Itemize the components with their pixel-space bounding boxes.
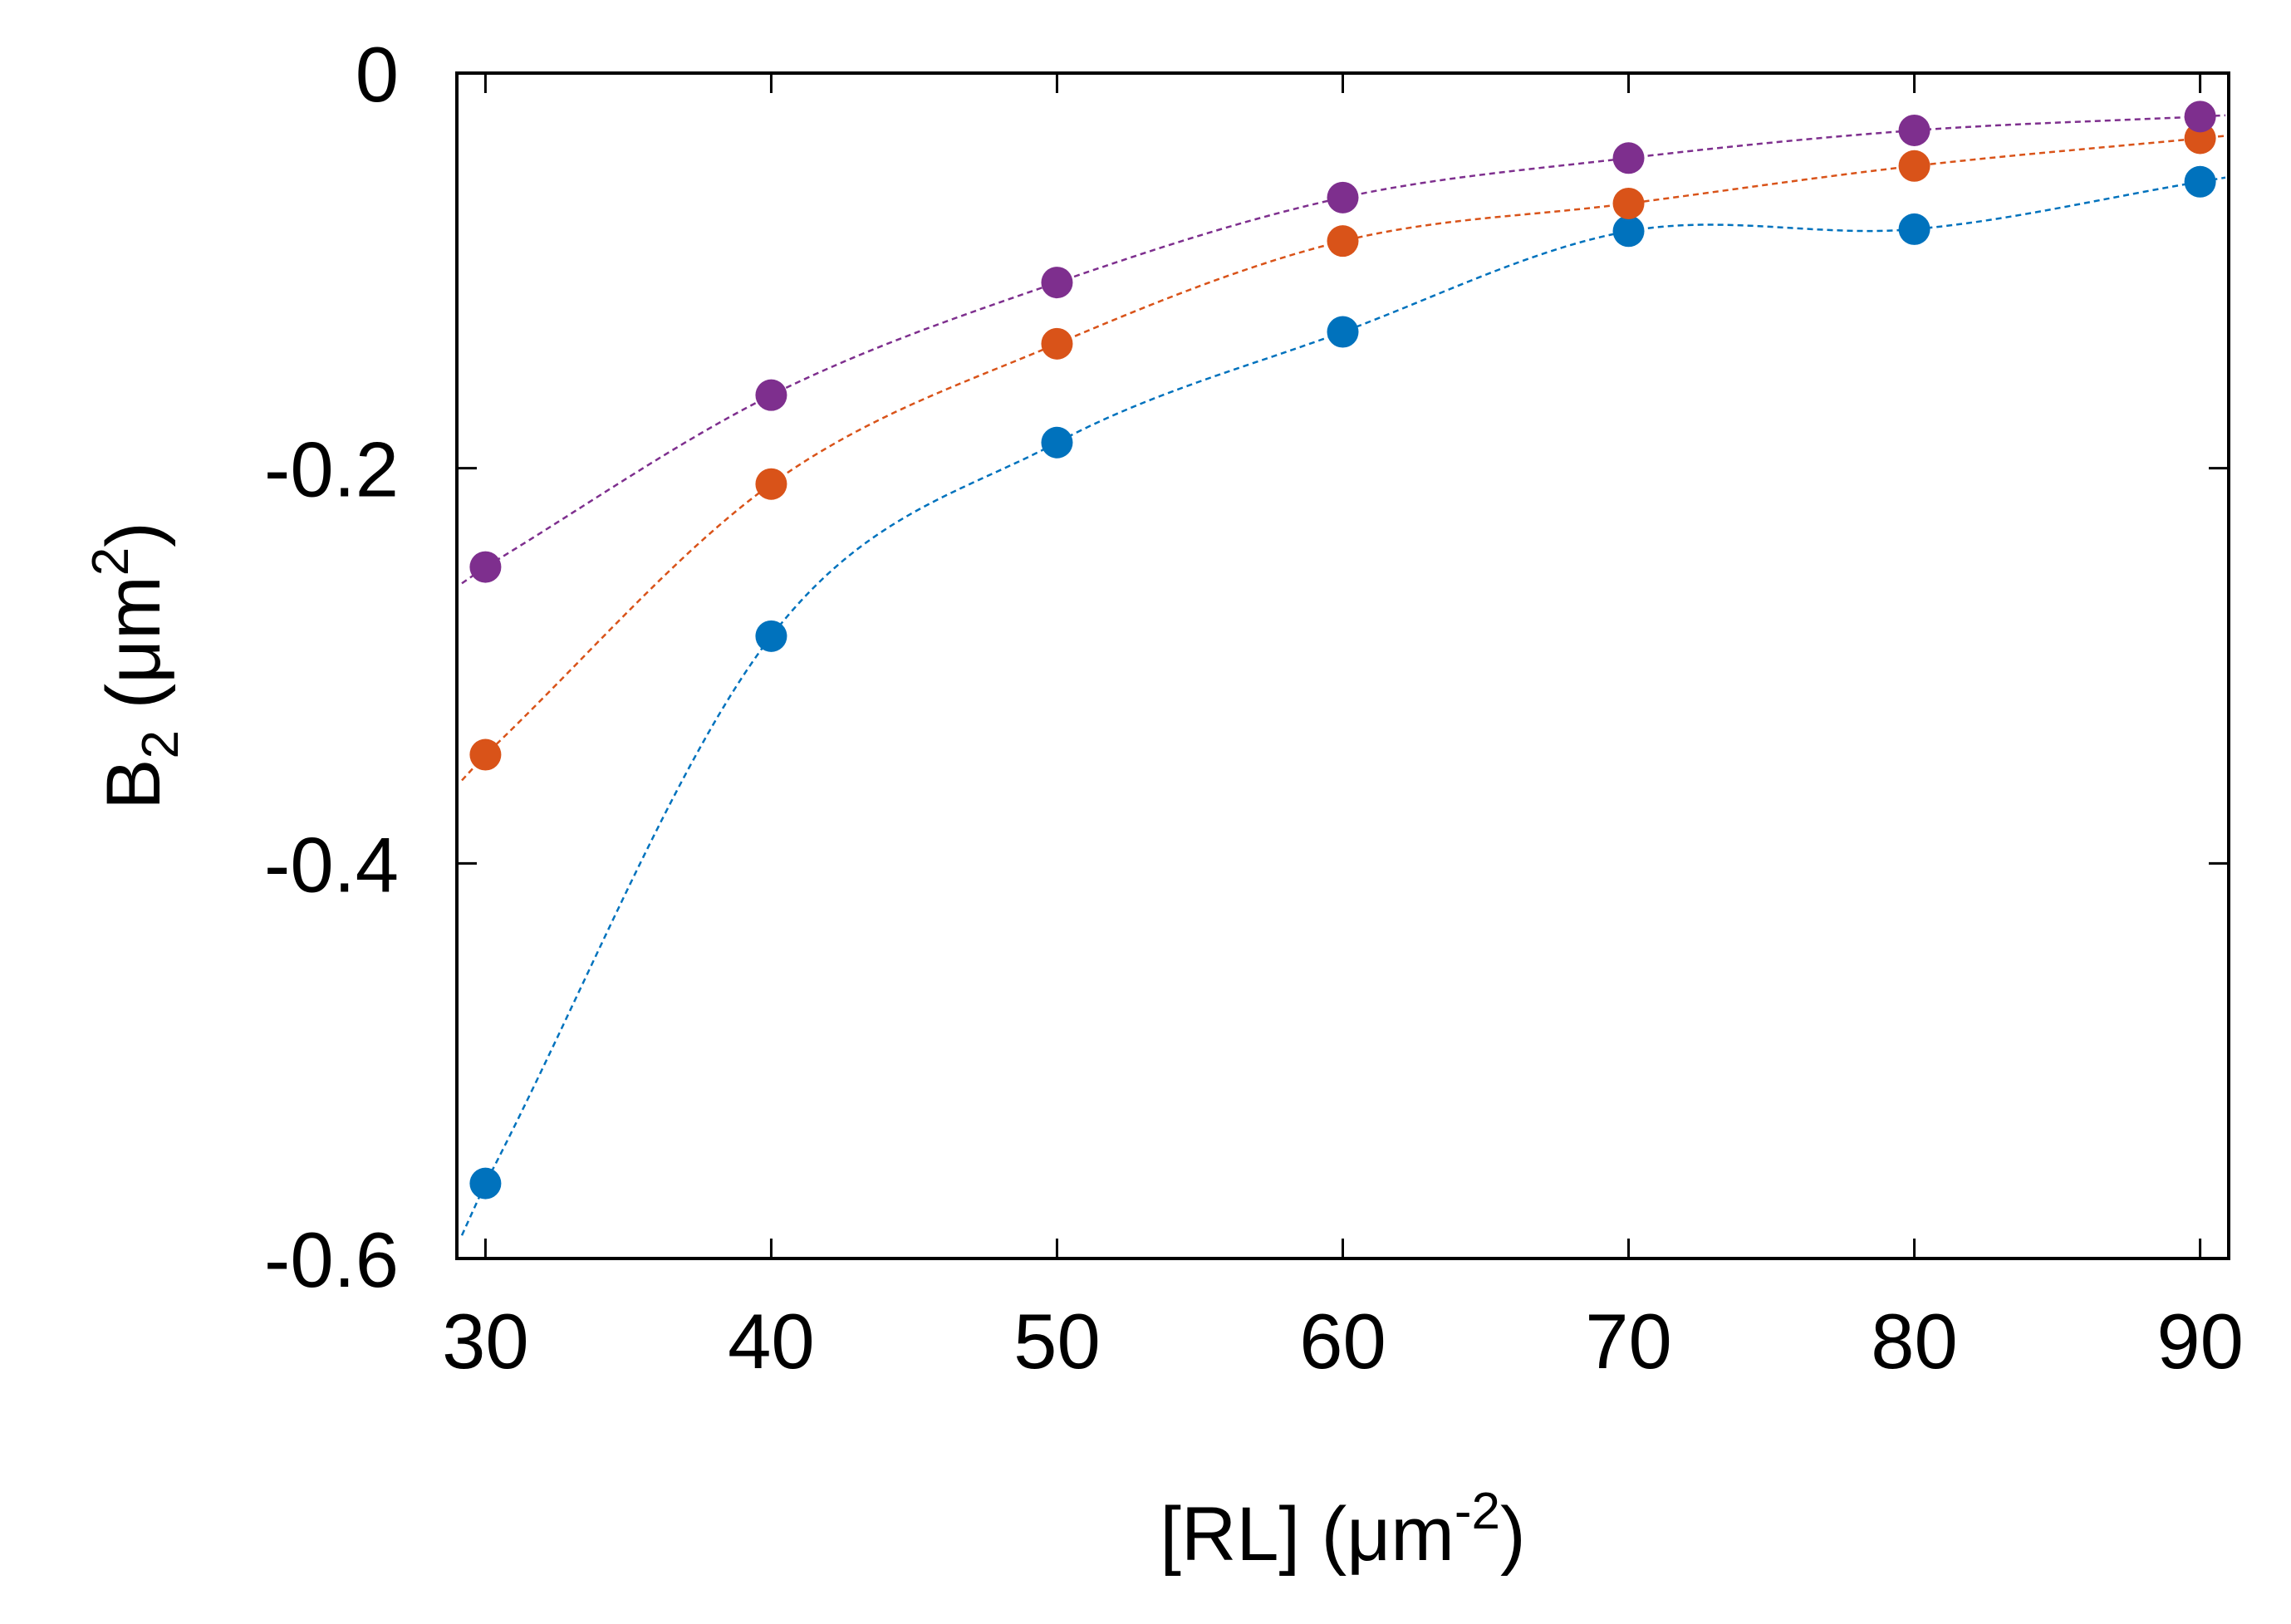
point-series-blue [1612, 215, 1645, 248]
y-axis-title-b: B [91, 759, 176, 810]
y-axis-title: B2 (μm2) [82, 522, 189, 810]
x-axis-title-sup: -2 [1455, 1483, 1500, 1540]
axis-ticks [457, 71, 2229, 1260]
x-axis-title-close: ) [1500, 1492, 1526, 1577]
y-tick-label: -0.2 [264, 426, 399, 513]
x-tick-label: 90 [2156, 1298, 2244, 1385]
point-series-blue [2184, 165, 2216, 198]
x-tick-label: 40 [728, 1298, 815, 1385]
y-axis-title-sup: 2 [82, 547, 140, 576]
fit-curve-series-blue [460, 176, 2226, 1236]
fit-curves [460, 114, 2226, 1236]
point-series-purple [1041, 267, 1073, 299]
point-series-blue [755, 620, 787, 652]
x-tick-label: 50 [1013, 1298, 1101, 1385]
point-series-orange [469, 738, 502, 771]
point-series-purple [1327, 181, 1359, 213]
tick-labels: 30 40 50 60 70 80 90 0 -0.2 -0.4 -0.6 [264, 31, 2244, 1385]
point-series-purple [1612, 142, 1645, 174]
y-axis-title-sub: 2 [132, 730, 189, 758]
point-series-orange [1898, 150, 1930, 182]
y-tick-label: -0.4 [264, 821, 399, 908]
point-series-purple [1898, 114, 1930, 146]
x-axis-title: [RL] (μm-2) [1160, 1483, 1525, 1577]
point-series-orange [1612, 187, 1645, 219]
y-axis-title-close: ) [91, 522, 176, 547]
point-series-orange [755, 468, 787, 500]
point-series-orange [1041, 327, 1073, 360]
point-series-purple [755, 379, 787, 411]
point-series-purple [2184, 101, 2216, 133]
x-tick-label: 30 [442, 1298, 529, 1385]
y-tick-label: -0.6 [264, 1216, 399, 1303]
y-axis-title-unit: (μm [91, 576, 176, 730]
x-tick-label: 60 [1299, 1298, 1386, 1385]
point-series-purple [469, 551, 502, 583]
point-series-blue [1898, 213, 1930, 245]
point-series-orange [1327, 225, 1359, 258]
x-tick-label: 80 [1871, 1298, 1958, 1385]
point-series-blue [469, 1167, 502, 1200]
point-series-blue [1041, 426, 1073, 459]
x-axis-title-main: [RL] (μm [1160, 1492, 1455, 1577]
y-tick-label: 0 [356, 31, 399, 118]
data-points [469, 101, 2216, 1200]
point-series-blue [1327, 316, 1359, 348]
x-tick-label: 70 [1585, 1298, 1672, 1385]
point-series-orange [2184, 122, 2216, 155]
